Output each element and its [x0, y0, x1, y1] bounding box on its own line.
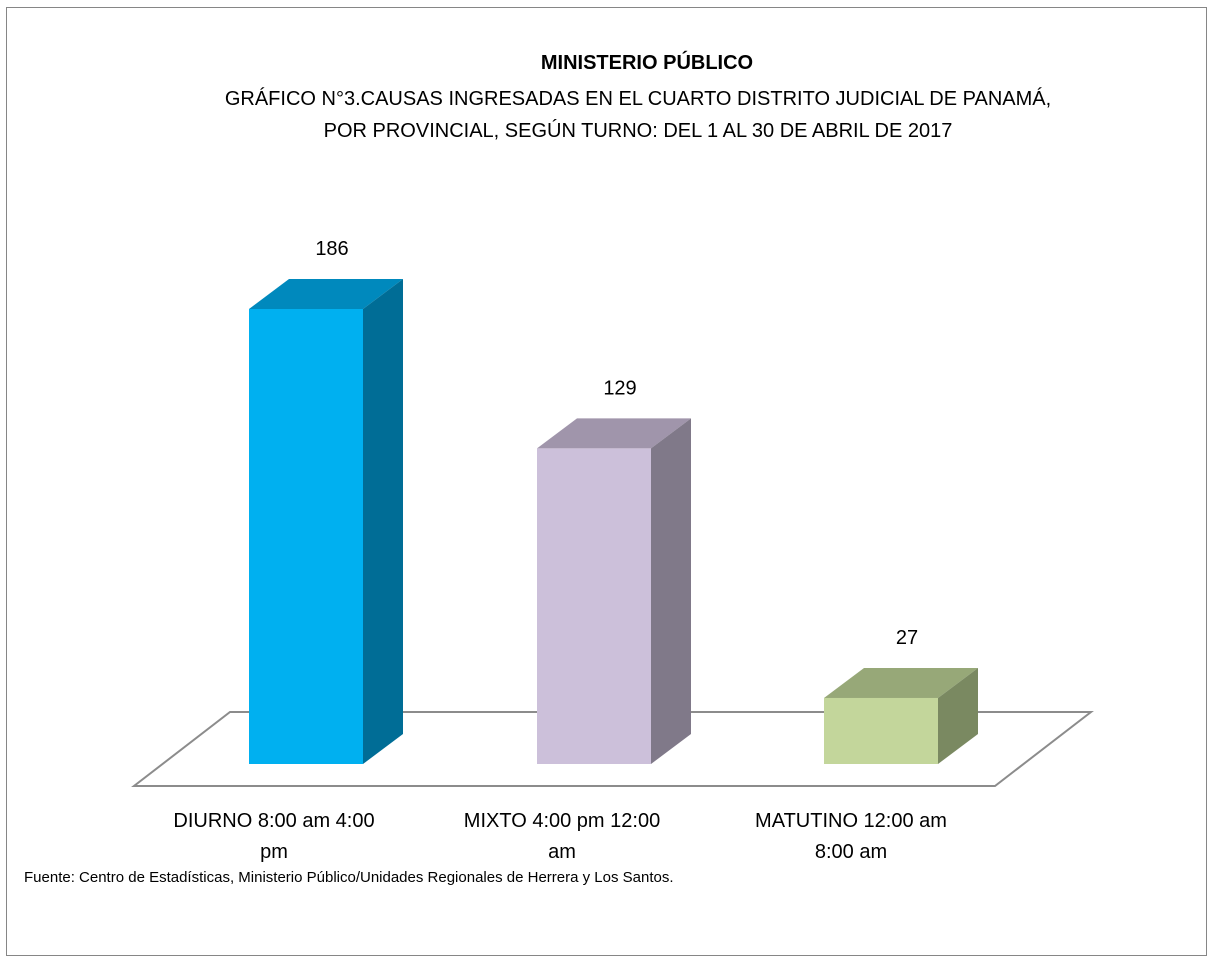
bar-side-face	[938, 667, 978, 764]
chart-subtitle-line-1: GRÁFICO N°3.CAUSAS INGRESADAS EN EL CUAR…	[224, 88, 1052, 110]
data-label: 186	[315, 238, 348, 260]
category-label-matutino: MATUTINO 12:00 am 8:00 am	[721, 806, 981, 868]
category-label-line: pm	[260, 841, 288, 863]
category-label-line: 8:00 am	[814, 841, 888, 863]
category-label-line: MATUTINO 12:00 am	[755, 810, 947, 832]
bar-side-face	[651, 418, 691, 764]
category-label-diurno: DIURNO 8:00 am 4:00 pm	[144, 806, 404, 868]
bar-top-face	[249, 279, 403, 309]
chart-title: MINISTERIO PÚBLICO	[540, 52, 754, 74]
bar	[249, 309, 363, 764]
bar-top-face	[824, 667, 978, 698]
bar-top-face	[537, 418, 691, 449]
bar-side-face	[363, 279, 403, 764]
category-label-line: MIXTO 4:00 pm 12:00	[463, 810, 661, 832]
category-label-line: DIURNO 8:00 am 4:00	[173, 810, 375, 832]
bar	[537, 448, 651, 764]
category-label-mixto: MIXTO 4:00 pm 12:00 am	[432, 806, 692, 868]
data-label: 129	[603, 377, 636, 399]
source-note: Fuente: Centro de Estadísticas, Minister…	[24, 869, 674, 886]
chart-subtitle-line-2: POR PROVINCIAL, SEGÚN TURNO: DEL 1 AL 30…	[323, 120, 953, 142]
category-label-line: am	[548, 841, 576, 863]
chart-floor	[131, 711, 1094, 787]
bar	[824, 697, 938, 764]
data-label: 27	[896, 627, 918, 649]
